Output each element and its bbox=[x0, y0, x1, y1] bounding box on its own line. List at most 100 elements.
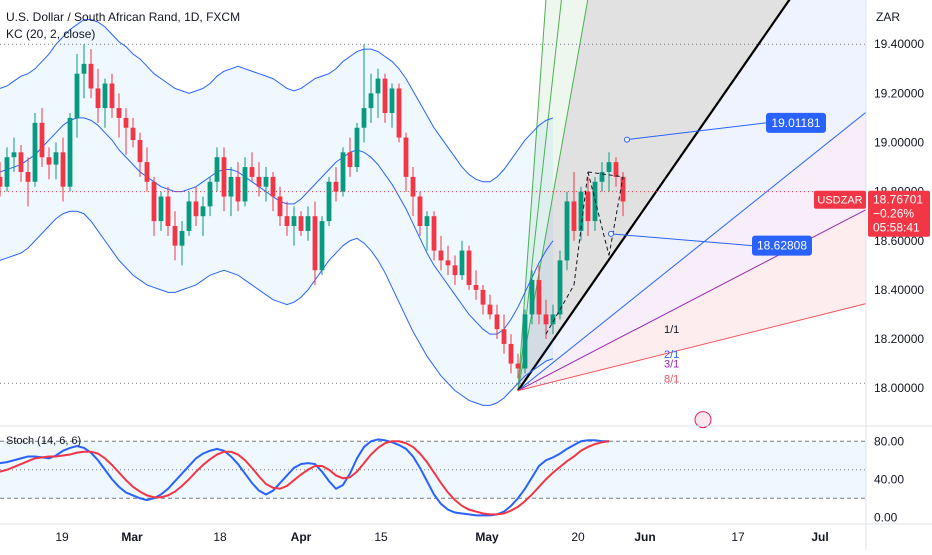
candle-body bbox=[466, 250, 472, 285]
candle-body bbox=[221, 157, 227, 197]
price-tag-value: 18.76701 bbox=[873, 193, 923, 207]
candle-body bbox=[375, 78, 381, 94]
pattern-dashed-line bbox=[587, 171, 624, 178]
candle-body bbox=[102, 83, 108, 109]
candle-body bbox=[557, 260, 563, 315]
candle-body bbox=[445, 260, 451, 266]
price-tag-countdown: 05:58:41 bbox=[873, 221, 920, 235]
candle-body bbox=[39, 122, 45, 158]
candle-body bbox=[403, 137, 409, 177]
price-tick-label: 19.40000 bbox=[874, 37, 924, 51]
candle-body bbox=[585, 191, 591, 222]
candle-body bbox=[158, 196, 164, 222]
candle-body bbox=[81, 63, 87, 74]
candle-body bbox=[459, 250, 465, 276]
candle-body bbox=[431, 216, 437, 251]
candle-body bbox=[228, 176, 234, 197]
candle-body bbox=[53, 152, 59, 165]
chart-title: U.S. Dollar / South African Rand, 1D, FX… bbox=[6, 10, 241, 24]
gann-fan-label: 1/1 bbox=[664, 324, 679, 336]
pattern-dashed-line bbox=[608, 176, 624, 256]
time-tick-label: 19 bbox=[55, 530, 69, 544]
candle-body bbox=[347, 152, 353, 168]
callout-value: 18.62808 bbox=[757, 239, 807, 253]
drawing-overlay: 1/1 2/13/1 8/1 19.01181 18.62808 bbox=[545, 112, 826, 429]
candle-body bbox=[368, 93, 374, 109]
gann-fan-line bbox=[517, 0, 791, 392]
kc-upper-line bbox=[0, 19, 554, 183]
candle-body bbox=[319, 221, 325, 271]
candle-body bbox=[382, 78, 388, 114]
stoch-indicator-label: Stoch (14, 6, 6) bbox=[6, 435, 82, 447]
price-tick-label: 19.20000 bbox=[874, 86, 924, 100]
candle-body bbox=[0, 176, 3, 187]
candle-body bbox=[536, 280, 542, 315]
candle-body bbox=[60, 152, 66, 187]
candle-body bbox=[473, 284, 479, 290]
candle-body bbox=[424, 216, 430, 227]
price-tick-label: 18.40000 bbox=[874, 283, 924, 297]
candle-body bbox=[298, 216, 304, 231]
candle-body bbox=[508, 343, 514, 364]
candle-body bbox=[186, 201, 192, 231]
currency-label[interactable]: ZAR bbox=[876, 10, 900, 24]
candle-body bbox=[529, 280, 535, 315]
candle-body bbox=[193, 201, 199, 217]
candle-body bbox=[207, 181, 213, 207]
callout-anchor bbox=[608, 230, 614, 237]
candle-body bbox=[130, 127, 136, 141]
candle-body bbox=[571, 201, 577, 231]
gann-fan-line bbox=[517, 111, 867, 391]
candle-body bbox=[312, 216, 318, 271]
candle-body bbox=[200, 206, 206, 217]
candle-body bbox=[144, 162, 150, 182]
candle-body bbox=[74, 73, 80, 118]
candle-body bbox=[396, 88, 402, 138]
stoch-tick-label: 0.00 bbox=[874, 510, 898, 524]
symbol-tag bbox=[814, 190, 866, 209]
candle-body bbox=[480, 289, 486, 305]
candle-body bbox=[291, 216, 297, 227]
pattern-dashed-line bbox=[587, 171, 610, 256]
candle-body bbox=[165, 196, 171, 227]
candle-body bbox=[361, 108, 367, 128]
kc-lower-line bbox=[0, 210, 554, 406]
keltner-layer bbox=[0, 19, 554, 406]
candle-body bbox=[270, 176, 276, 197]
candle-body bbox=[235, 176, 241, 202]
price-tag-change: −0.26% bbox=[873, 207, 914, 221]
pattern-dashed-line bbox=[573, 171, 589, 286]
candle-body bbox=[326, 181, 332, 222]
candle-body bbox=[116, 108, 122, 118]
stoch-tick-label: 80.00 bbox=[874, 434, 904, 448]
kc-middle-line bbox=[0, 117, 554, 335]
candle-body bbox=[599, 171, 605, 182]
candle-body bbox=[249, 167, 255, 177]
price-tag bbox=[868, 190, 930, 237]
candle-body bbox=[550, 314, 556, 325]
kc-band-fill bbox=[0, 19, 553, 406]
gann-fan-line bbox=[517, 0, 589, 391]
candle-body bbox=[417, 196, 423, 227]
time-tick-label: Jun bbox=[634, 530, 655, 544]
candle-body bbox=[578, 191, 584, 231]
indicator-label: KC (20, 2, close) bbox=[6, 27, 96, 41]
candle-body bbox=[620, 176, 626, 202]
candle-body bbox=[305, 216, 311, 231]
price-tick-label: 18.00000 bbox=[874, 381, 924, 395]
gann-fan-label: 3/1 bbox=[664, 359, 679, 371]
callout-leader bbox=[626, 122, 767, 141]
candle-body bbox=[389, 88, 395, 114]
candle-body bbox=[242, 167, 248, 202]
gann-fan-label: 8/1 bbox=[664, 373, 679, 385]
time-tick-label: 18 bbox=[213, 530, 227, 544]
candle-body bbox=[88, 63, 94, 89]
candle-body bbox=[564, 201, 570, 261]
time-tick-label: Mar bbox=[121, 530, 143, 544]
stoch-k-line bbox=[0, 438, 609, 517]
candle-body bbox=[284, 216, 290, 227]
price-tick-label: 19.00000 bbox=[874, 135, 924, 149]
